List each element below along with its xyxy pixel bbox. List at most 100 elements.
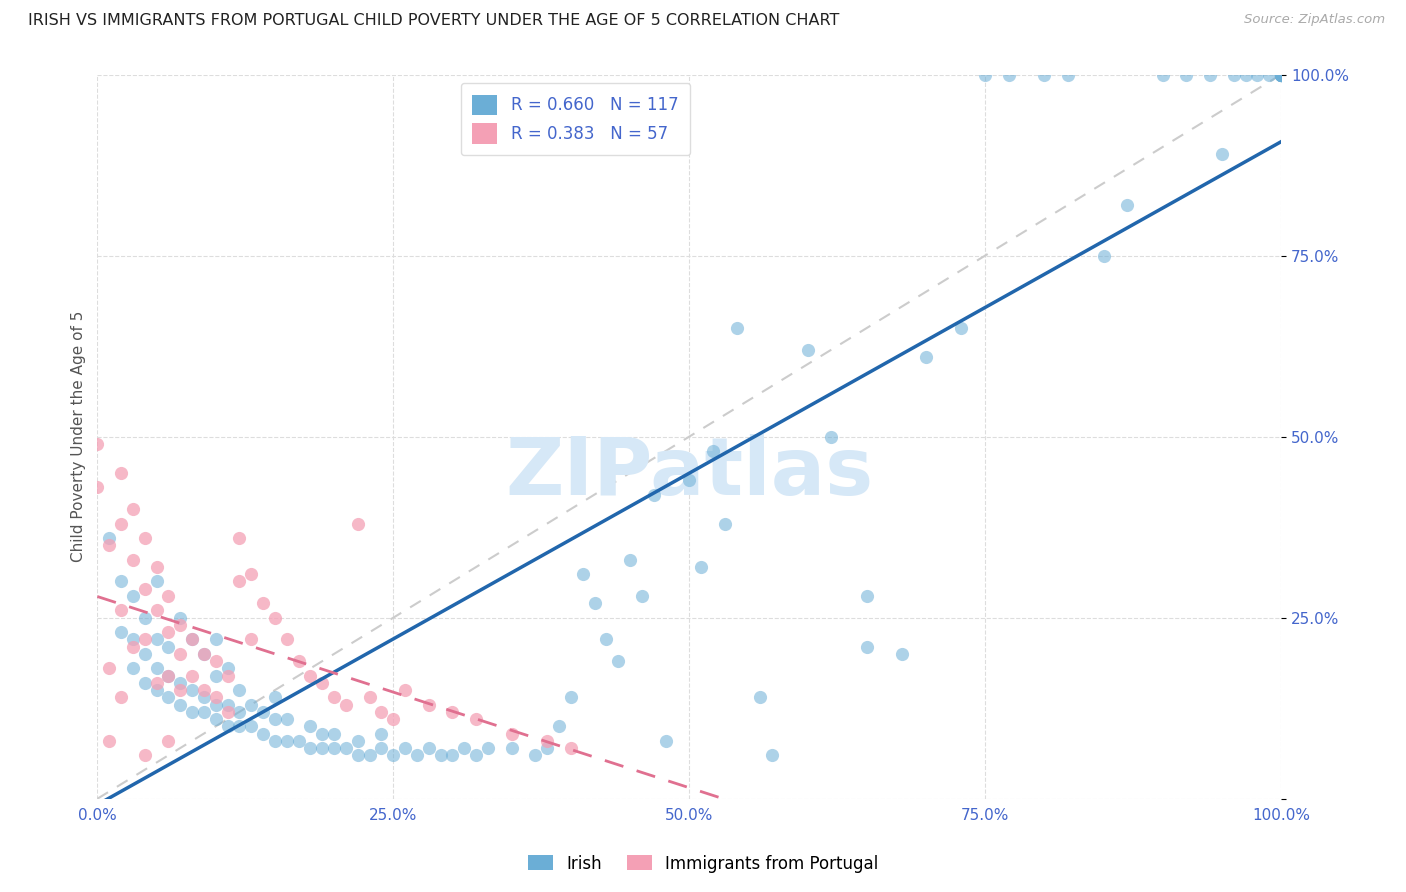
Point [110,516,132,531]
Point [1057,68,1080,82]
Point [1175,68,1198,82]
Point [323,741,346,756]
Point [228,574,250,589]
Point [145,574,167,589]
Point [204,690,226,705]
Point [619,553,641,567]
Point [276,632,298,647]
Point [157,668,180,682]
Point [157,734,180,748]
Point [1270,68,1292,82]
Point [240,567,263,582]
Point [441,748,464,763]
Point [98,531,121,545]
Point [181,668,204,682]
Point [121,502,143,516]
Point [134,582,156,596]
Point [134,610,156,624]
Point [713,516,735,531]
Point [560,741,582,756]
Point [299,719,322,733]
Point [287,734,309,748]
Point [169,698,191,712]
Point [1092,249,1115,263]
Point [465,712,488,726]
Y-axis label: Child Poverty Under the Age of 5: Child Poverty Under the Age of 5 [72,311,86,562]
Point [193,690,215,705]
Point [181,705,204,719]
Point [204,668,226,682]
Point [359,690,381,705]
Point [583,596,606,610]
Point [571,567,593,582]
Point [690,560,713,574]
Point [157,668,180,682]
Point [157,640,180,654]
Point [915,350,938,364]
Point [193,647,215,661]
Point [370,705,392,719]
Point [749,690,772,705]
Point [974,68,997,82]
Point [1234,68,1257,82]
Point [228,705,250,719]
Point [820,430,842,444]
Point [323,726,346,740]
Point [134,647,156,661]
Point [299,741,322,756]
Point [157,690,180,705]
Point [204,698,226,712]
Point [1270,68,1292,82]
Point [607,654,630,668]
Point [1116,198,1139,212]
Point [1270,68,1292,82]
Point [370,741,392,756]
Point [110,603,132,617]
Point [134,748,156,763]
Point [394,683,416,698]
Point [240,632,263,647]
Point [335,698,357,712]
Point [240,698,263,712]
Point [998,68,1021,82]
Point [1033,68,1056,82]
Point [240,719,263,733]
Point [359,748,381,763]
Point [761,748,783,763]
Point [394,741,416,756]
Point [346,734,368,748]
Point [134,632,156,647]
Point [169,647,191,661]
Point [98,538,121,552]
Point [370,726,392,740]
Point [181,683,204,698]
Text: IRISH VS IMMIGRANTS FROM PORTUGAL CHILD POVERTY UNDER THE AGE OF 5 CORRELATION C: IRISH VS IMMIGRANTS FROM PORTUGAL CHILD … [28,13,839,29]
Point [346,748,368,763]
Point [121,640,143,654]
Point [1258,68,1281,82]
Point [311,741,333,756]
Point [181,632,204,647]
Point [453,741,475,756]
Point [169,618,191,632]
Legend: Irish, Immigrants from Portugal: Irish, Immigrants from Portugal [522,848,884,880]
Point [98,661,121,675]
Point [311,676,333,690]
Point [145,661,167,675]
Point [678,473,700,487]
Point [217,705,239,719]
Point [276,712,298,726]
Text: Source: ZipAtlas.com: Source: ZipAtlas.com [1244,13,1385,27]
Point [560,690,582,705]
Point [121,553,143,567]
Point [193,683,215,698]
Point [855,589,877,603]
Point [501,726,523,740]
Point [1199,68,1222,82]
Point [276,734,298,748]
Point [134,531,156,545]
Point [264,610,287,624]
Point [654,734,676,748]
Point [1270,68,1292,82]
Point [86,437,108,451]
